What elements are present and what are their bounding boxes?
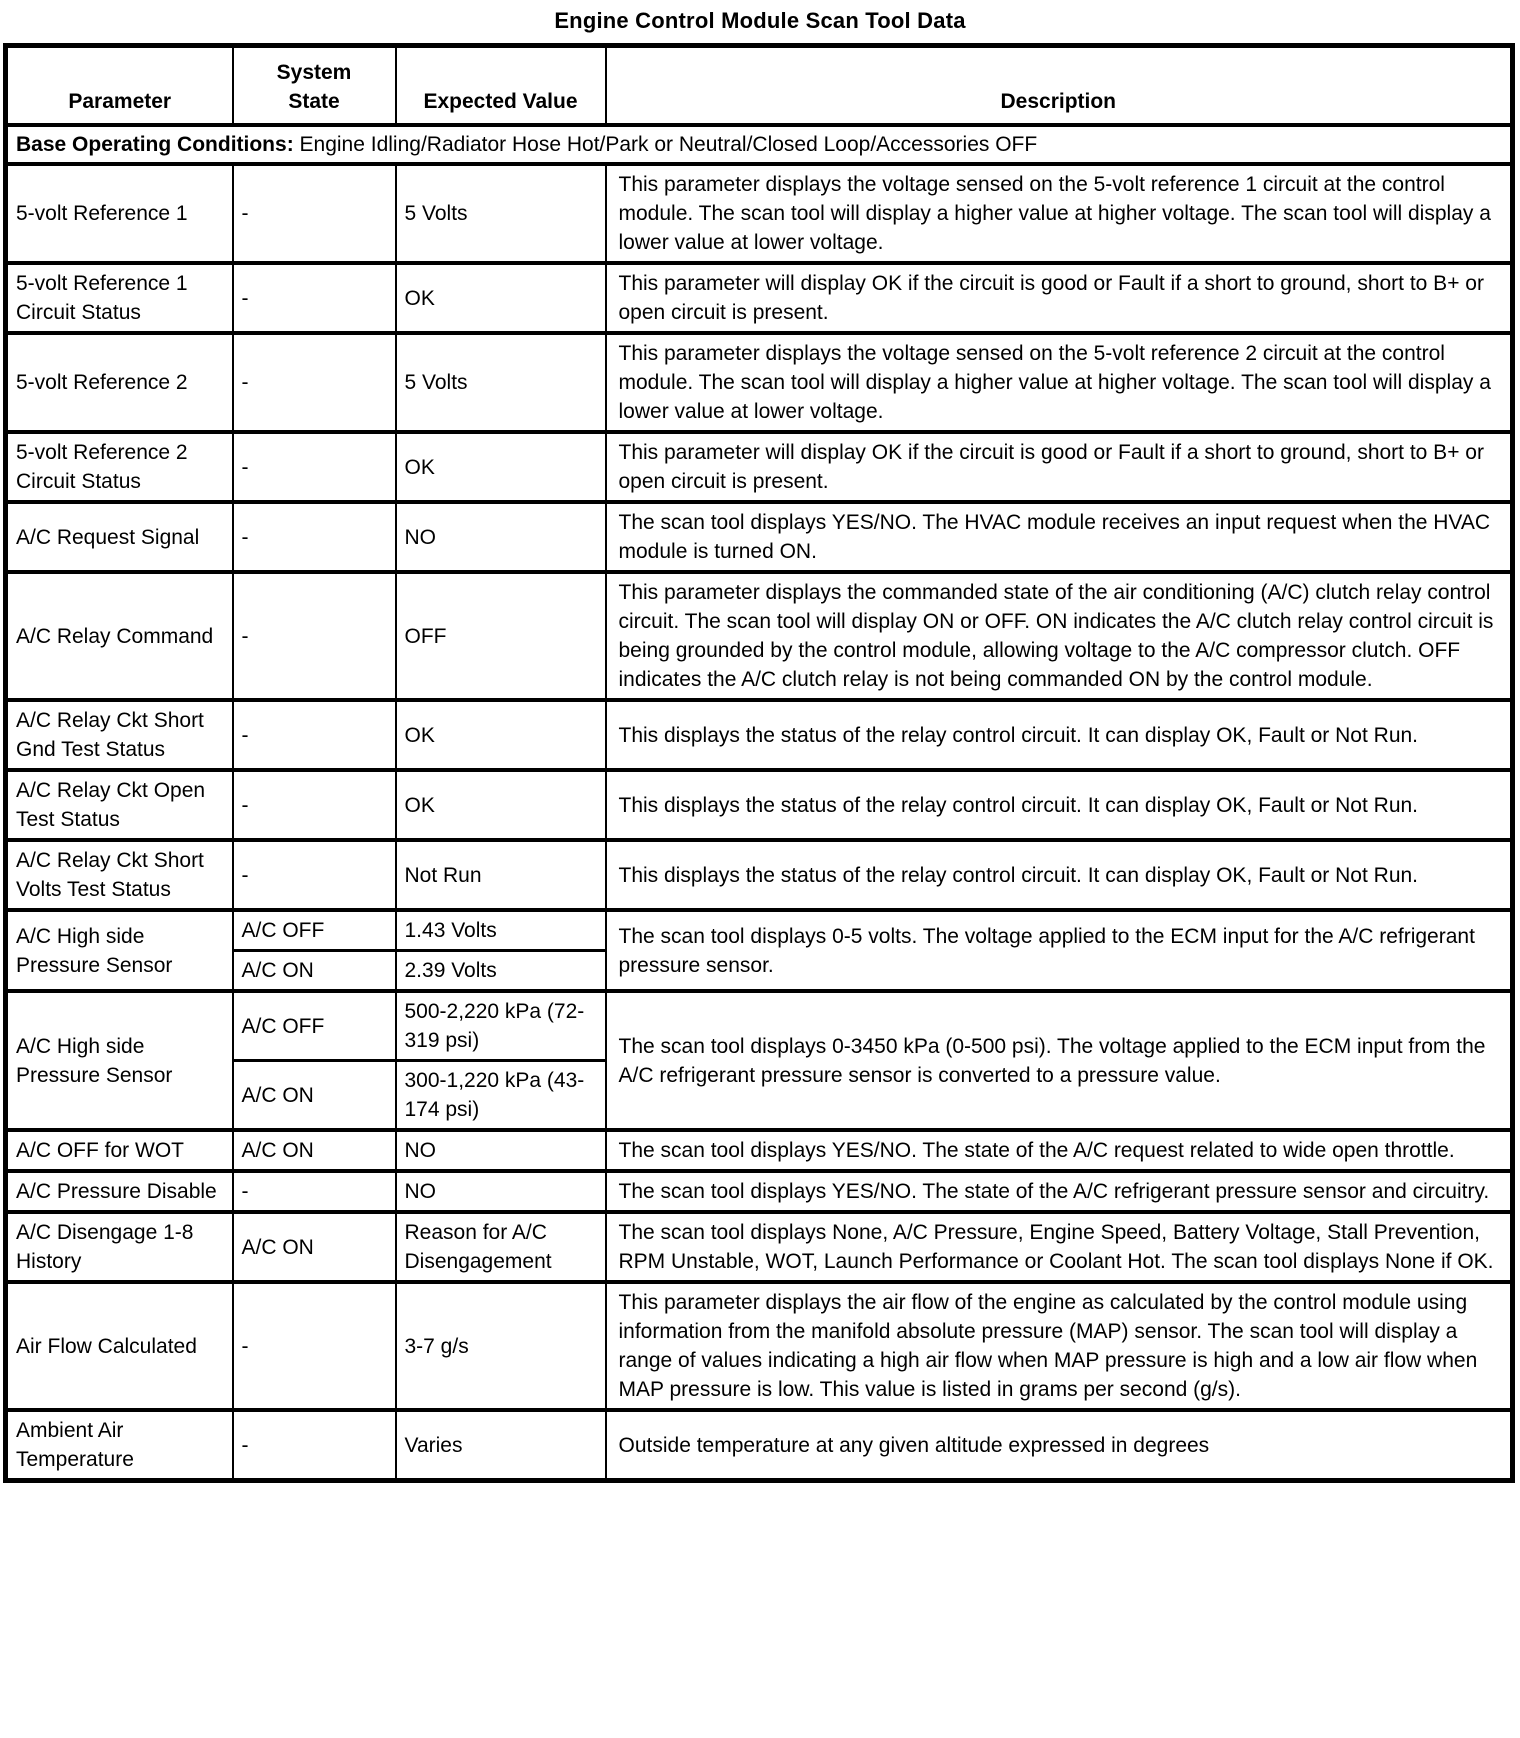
system-state-cell: - — [231, 331, 397, 434]
description-cell: This parameter will display OK if the ci… — [604, 430, 1514, 504]
table-row: Ambient Air Temperature - Varies Outside te… — [4, 1408, 1514, 1483]
table-row: A/C High side Pressure Sensor A/C OFF 1.43… — [4, 908, 1514, 993]
column-header-description: Description — [604, 43, 1514, 127]
expected-value-cell: 1.43 Volts — [394, 908, 607, 952]
description-cell: The scan tool displays YES/NO. The state… — [604, 1128, 1514, 1173]
parameter-cell: A/C Request Signal — [4, 500, 234, 574]
system-state-cell: A/C ON — [231, 1210, 397, 1284]
table-row: Air Flow Calculated -3-7 g/s This paramete… — [4, 1280, 1514, 1412]
expected-value-cell: Reason for A/C Disengagement — [394, 1210, 607, 1284]
system-state-cell: - — [231, 430, 397, 504]
system-state-cell: - — [231, 698, 397, 772]
system-state-cell: A/C ON — [231, 949, 397, 993]
scan-table-body: 5-volt Reference 1-5 Volts This parameter… — [4, 162, 1514, 1483]
system-state-cell: - — [231, 768, 397, 842]
table-row: A/C Disengage 1-8 History A/C ON Reason fo… — [4, 1210, 1514, 1284]
expected-value-cell: OK — [394, 698, 607, 772]
parameter-cell: Air Flow Calculated — [4, 1280, 234, 1412]
column-header-parameter: Parameter — [4, 43, 234, 127]
parameter-cell: 5-volt Reference 1 — [4, 162, 234, 265]
table-row: A/C ON 300-1,220 kPa (43-174 psi) — [6, 1059, 1513, 1132]
page-title: Engine Control Module Scan Tool Data — [554, 8, 966, 33]
description-cell: The scan tool displays None, A/C Pressur… — [604, 1210, 1514, 1284]
table-row: A/C ON 2.39 Volts — [6, 949, 1513, 993]
expected-value-cell: OFF — [394, 570, 607, 702]
description-cell: The scan tool displays YES/NO. The state… — [604, 1169, 1514, 1214]
system-state-cell: A/C OFF — [231, 989, 397, 1062]
expected-value-cell: NO — [394, 500, 607, 574]
parameter-cell: A/C Relay Ckt Short Volts Test Status — [4, 838, 234, 912]
system-state-cell: A/C ON — [231, 1059, 397, 1132]
description-cell: This parameter displays the voltage sens… — [604, 331, 1514, 434]
table-row: A/C Relay Ckt Open Test Status - OK This di… — [4, 768, 1514, 842]
scan-tool-data-table: Parameter System State Expected Value De… — [3, 43, 1515, 1483]
table-row: A/C Relay Ckt Short Volts Test Status - No… — [4, 838, 1514, 912]
system-state-cell: A/C ON — [231, 1128, 397, 1173]
table-row: 5-volt Reference 1-5 Volts This parameter… — [4, 162, 1514, 265]
description-cell: This parameter displays the voltage sens… — [604, 162, 1514, 265]
parameter-cell: A/C High side Pressure Sensor — [4, 989, 234, 1132]
parameter-cell: A/C OFF for WOT — [4, 1128, 234, 1173]
description-cell: The scan tool displays 0-5 volts. The vo… — [604, 908, 1514, 993]
description-cell: This displays the status of the relay co… — [604, 838, 1514, 912]
table-row: A/C High side Pressure Sensor A/C OFF 500-… — [4, 989, 1514, 1132]
table-row: A/C Pressure Disable - NO The scan tool dis… — [4, 1169, 1514, 1214]
base-conditions-text: Engine Idling/Radiator Hose Hot/Park or … — [293, 133, 1038, 156]
parameter-cell: A/C High side Pressure Sensor — [4, 908, 234, 993]
expected-value-cell: NO — [394, 1169, 607, 1214]
base-operating-conditions-cell: Base Operating Conditions: Engine Idling… — [4, 123, 1514, 166]
parameter-cell: 5-volt Reference 1 Circuit Status — [4, 261, 234, 335]
system-state-cell: - — [231, 1280, 397, 1412]
base-operating-conditions-row: Base Operating Conditions: Engine Idling… — [4, 123, 1514, 166]
table-row: 5-volt Reference 2 Circuit Status - OK This… — [4, 430, 1514, 504]
description-cell: This displays the status of the relay co… — [604, 698, 1514, 772]
description-cell: This displays the status of the relay co… — [604, 768, 1514, 842]
parameter-cell: A/C Pressure Disable — [4, 1169, 234, 1214]
expected-value-cell: 300-1,220 kPa (43-174 psi) — [394, 1059, 607, 1132]
description-cell: Outside temperature at any given altitud… — [604, 1408, 1514, 1483]
expected-value-cell: Not Run — [394, 838, 607, 912]
parameter-cell: 5-volt Reference 2 — [4, 331, 234, 434]
expected-value-cell: 3-7 g/s — [394, 1280, 607, 1412]
table-row: 5-volt Reference 1 Circuit Status - OK This… — [4, 261, 1514, 335]
expected-value-cell: NO — [394, 1128, 607, 1173]
expected-value-cell: Varies — [394, 1408, 607, 1483]
expected-value-cell: OK — [394, 261, 607, 335]
parameter-cell: A/C Relay Command — [4, 570, 234, 702]
table-row: A/C Request Signal - NO The scan tool displ… — [4, 500, 1514, 574]
expected-value-cell: 2.39 Volts — [394, 949, 607, 993]
table-row: 5-volt Reference 2-5 Volts This parameter… — [4, 331, 1514, 434]
table-row: A/C OFF for WOT A/C ON NO The scan tool dis… — [4, 1128, 1514, 1173]
description-cell: This parameter displays the commanded st… — [604, 570, 1514, 702]
parameter-cell: 5-volt Reference 2 Circuit Status — [4, 430, 234, 504]
description-cell: The scan tool displays YES/NO. The HVAC … — [604, 500, 1514, 574]
expected-value-cell: 5 Volts — [394, 162, 607, 265]
system-state-cell: - — [231, 1169, 397, 1214]
parameter-cell: A/C Relay Ckt Open Test Status — [4, 768, 234, 842]
expected-value-cell: 500-2,220 kPa (72-319 psi) — [394, 989, 607, 1062]
parameter-cell: A/C Disengage 1-8 History — [4, 1210, 234, 1284]
system-state-cell: - — [231, 838, 397, 912]
description-cell: This parameter will display OK if the ci… — [604, 261, 1514, 335]
table-row: A/C Relay Command - OFF This parameter disp… — [4, 570, 1514, 702]
description-cell: The scan tool displays 0-3450 kPa (0-500… — [604, 989, 1514, 1132]
system-state-cell: - — [231, 1408, 397, 1483]
description-cell: This parameter displays the air flow of … — [604, 1280, 1514, 1412]
system-state-cell: - — [231, 570, 397, 702]
system-state-cell: - — [231, 261, 397, 335]
column-header-expected-value: Expected Value — [394, 43, 607, 127]
base-conditions-label: Base Operating Conditions: — [16, 133, 294, 156]
expected-value-cell: 5 Volts — [394, 331, 607, 434]
parameter-cell: A/C Relay Ckt Short Gnd Test Status — [4, 698, 234, 772]
expected-value-cell: OK — [394, 768, 607, 842]
parameter-cell: Ambient Air Temperature — [4, 1408, 234, 1483]
expected-value-cell: OK — [394, 430, 607, 504]
table-row: A/C Relay Ckt Short Gnd Test Status - OK Th… — [4, 698, 1514, 772]
header-row: Parameter System State Expected Value De… — [4, 43, 1514, 127]
system-state-cell: - — [231, 500, 397, 574]
column-header-system-state: System State — [231, 43, 397, 127]
system-state-cell: A/C OFF — [231, 908, 397, 952]
system-state-cell: - — [231, 162, 397, 265]
